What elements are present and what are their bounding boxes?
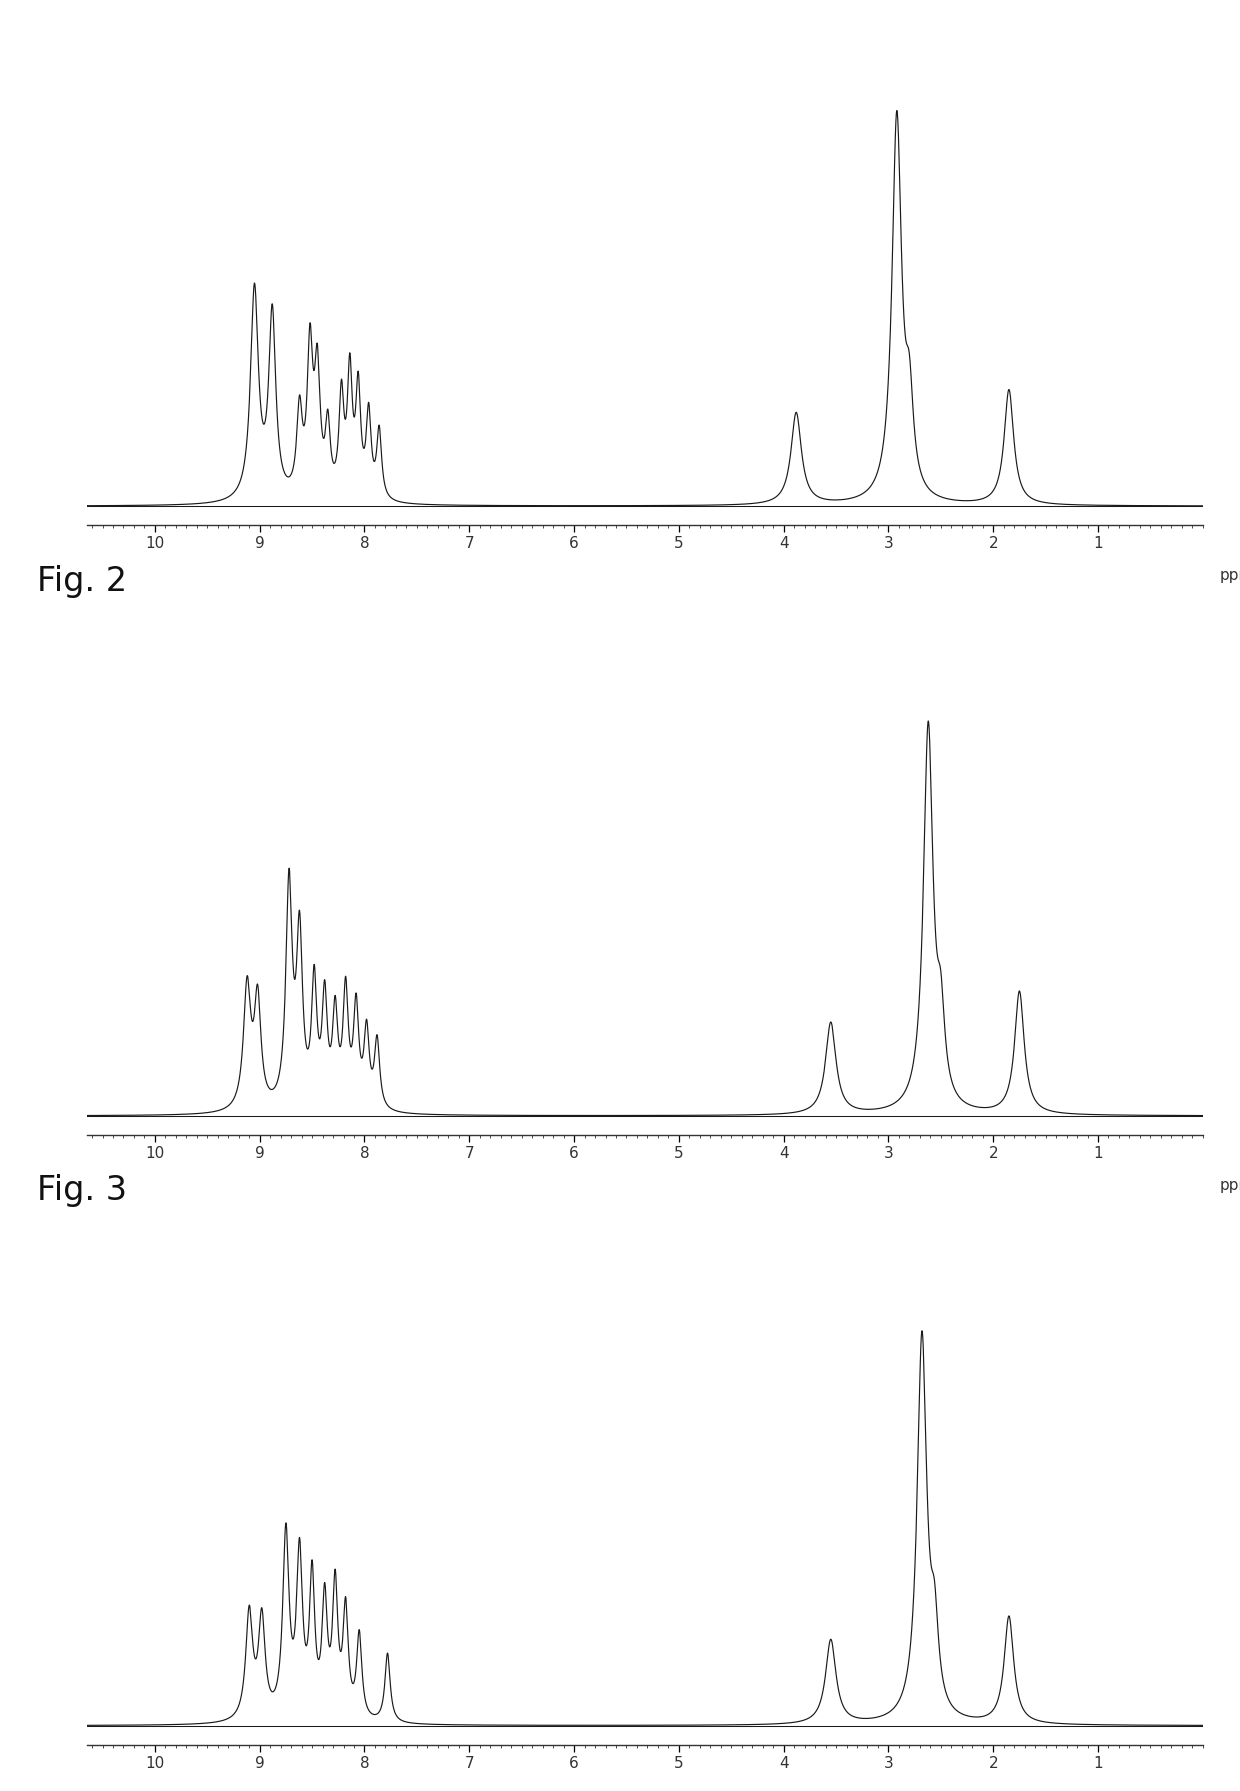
Text: Fig. 2: Fig. 2: [37, 564, 126, 598]
Text: ppm: ppm: [1219, 568, 1240, 584]
Text: ppm: ppm: [1219, 1787, 1240, 1791]
Text: Fig. 3: Fig. 3: [37, 1175, 126, 1207]
Text: ppm: ppm: [1219, 1178, 1240, 1193]
